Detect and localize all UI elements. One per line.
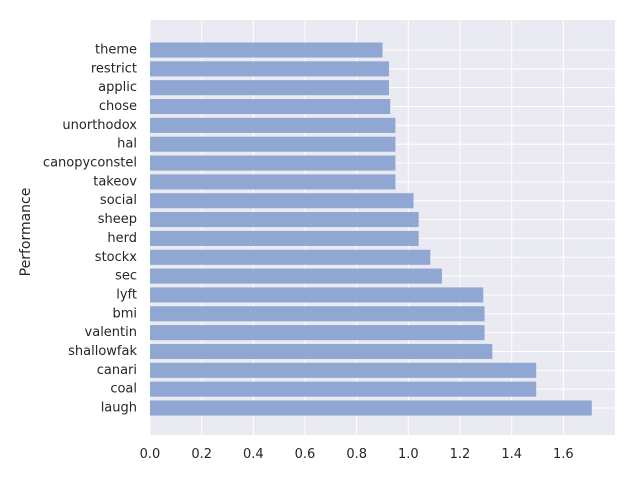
x-tick-label-5: 1.0 [398,447,419,462]
bar-valentin [150,325,485,341]
bar-applic [150,80,389,96]
y-tick-label-takeov: takeov [93,174,137,189]
y-tick-label-canopyconstel: canopyconstel [43,156,137,171]
y-axis-label: Performance [18,188,34,277]
y-tick-label-applic: applic [98,80,137,95]
bars [150,42,592,416]
y-tick-label-stockx: stockx [95,250,137,265]
bar-hal [150,136,396,152]
x-tick-label-1: 0.2 [191,447,212,462]
y-tick-label-social: social [100,193,137,208]
bar-lyft [150,287,484,303]
x-tick-label-4: 0.8 [346,447,367,462]
y-tick-label-coal: coal [110,382,137,397]
x-tick-label-2: 0.4 [243,447,264,462]
bar-sec [150,268,442,284]
bar-canari [150,362,537,378]
y-tick-label-bmi: bmi [112,306,137,321]
bar-herd [150,230,419,246]
y-tick-label-laugh: laugh [101,401,137,416]
bar-unorthodox [150,117,396,133]
y-tick-label-sheep: sheep [98,212,137,227]
bar-theme [150,42,383,58]
y-tick-label-lyft: lyft [116,287,137,302]
y-tick-label-theme: theme [95,43,137,58]
x-tick-label-0: 0.0 [140,447,161,462]
x-tick-label-8: 1.6 [553,447,574,462]
y-tick-label-sec: sec [115,269,137,284]
bar-social [150,193,414,209]
x-axis-ticks: 0.0 0.2 0.4 0.6 0.8 1.0 1.2 1.4 1.6 [140,447,574,462]
y-tick-label-hal: hal [117,137,137,152]
bar-restrict [150,61,389,77]
y-tick-label-shallowfak: shallowfak [68,344,137,359]
y-tick-label-chose: chose [99,99,137,114]
x-tick-label-7: 1.4 [501,447,522,462]
y-tick-label-canari: canari [97,363,137,378]
x-tick-label-6: 1.2 [450,447,471,462]
y-tick-label-unorthodox: unorthodox [62,118,137,133]
bar-takeov [150,174,396,190]
bar-canopyconstel [150,155,396,171]
bar-bmi [150,306,485,322]
y-axis-ticks: laugh coal canari shallowfak valentin bmi lyft… [43,43,138,416]
bar-shallowfak [150,343,493,360]
y-tick-label-herd: herd [107,231,137,246]
bar-laugh [150,400,592,416]
bar-coal [150,381,537,397]
bar-chose [150,98,391,115]
y-tick-label-valentin: valentin [85,325,137,340]
y-tick-label-restrict: restrict [91,61,137,76]
bar-stockx [150,249,431,265]
bar-sheep [150,212,419,228]
x-tick-label-3: 0.6 [295,447,316,462]
